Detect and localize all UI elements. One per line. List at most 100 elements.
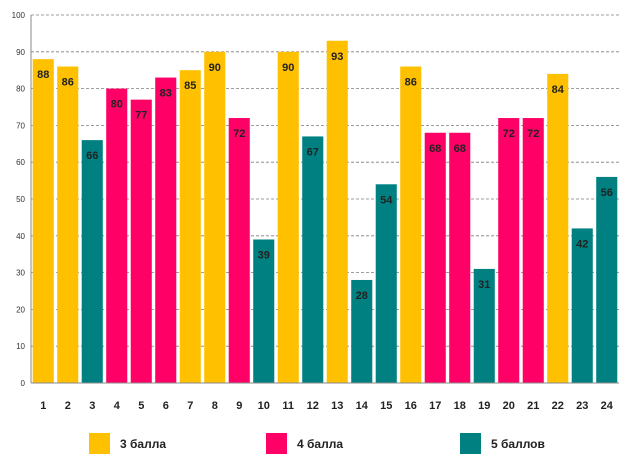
data-label-14: 28 <box>356 290 368 302</box>
x-tick-label-23: 23 <box>576 400 588 412</box>
data-label-6: 83 <box>160 88 172 100</box>
x-tick-label-17: 17 <box>429 400 441 412</box>
data-label-5: 77 <box>135 110 147 122</box>
bar-10 <box>253 239 275 383</box>
axes <box>30 15 619 384</box>
x-tick-label-21: 21 <box>527 400 539 412</box>
legend-item-4: 4 балла <box>266 433 343 454</box>
data-label-10: 39 <box>258 249 270 261</box>
data-label-13: 93 <box>331 51 343 63</box>
y-tick-label: 100 <box>12 11 26 20</box>
bar-11 <box>277 51 299 384</box>
legend-swatch-3 <box>89 433 110 454</box>
x-tick-label-10: 10 <box>258 400 270 412</box>
y-tick-label: 70 <box>16 121 25 130</box>
bar-15 <box>375 184 397 383</box>
x-tick-label-6: 6 <box>163 400 169 412</box>
x-tick-label-8: 8 <box>212 400 218 412</box>
bars <box>32 40 618 384</box>
data-label-11: 90 <box>282 62 294 74</box>
x-tick-label-1: 1 <box>40 400 46 412</box>
data-label-1: 88 <box>37 69 49 81</box>
x-tick-label-20: 20 <box>503 400 515 412</box>
gridlines <box>31 14 619 347</box>
x-tick-label-7: 7 <box>187 400 193 412</box>
legend-label-4: 4 балла <box>297 437 343 451</box>
bar-14 <box>351 279 373 383</box>
data-labels: 88 86 66 80 77 83 85 90 72 39 90 67 93 28 54 86 68 68 31 72… <box>37 51 613 302</box>
data-label-12: 67 <box>307 146 319 158</box>
data-label-7: 85 <box>184 80 196 92</box>
bar-21 <box>522 118 544 383</box>
x-tick-label-3: 3 <box>89 400 95 412</box>
data-label-4: 80 <box>111 99 123 111</box>
data-label-24: 56 <box>601 187 613 199</box>
x-tick-label-14: 14 <box>356 400 369 412</box>
bar-9 <box>228 118 250 383</box>
x-tick-label-11: 11 <box>282 400 294 412</box>
x-tick-label-5: 5 <box>138 400 144 412</box>
data-label-21: 72 <box>527 128 539 140</box>
bar-20 <box>498 118 520 383</box>
x-tick-label-4: 4 <box>114 400 121 412</box>
x-axis-ticks: 1 2 3 4 5 6 7 8 9 10 11 12 13 14 15 16 17 18 19 20 21 22 23 24 <box>40 400 614 412</box>
x-tick-label-18: 18 <box>454 400 466 412</box>
x-tick-label-12: 12 <box>307 400 319 412</box>
data-label-23: 42 <box>576 238 588 250</box>
bar-5 <box>130 99 152 383</box>
y-tick-label: 90 <box>16 48 25 57</box>
bar-18 <box>449 132 471 383</box>
x-tick-label-24: 24 <box>601 400 614 412</box>
data-label-18: 68 <box>454 143 466 155</box>
y-tick-label: 0 <box>21 379 26 388</box>
data-label-8: 90 <box>209 62 221 74</box>
legend-item-5: 5 баллов <box>460 433 545 454</box>
bar-4 <box>106 88 128 383</box>
data-label-22: 84 <box>552 84 565 96</box>
data-label-17: 68 <box>429 143 441 155</box>
bar-19 <box>473 268 495 383</box>
y-tick-label: 20 <box>16 305 25 314</box>
legend-swatch-5 <box>460 433 481 454</box>
bar-24 <box>596 176 618 383</box>
y-tick-label: 60 <box>16 158 25 167</box>
x-tick-label-22: 22 <box>552 400 564 412</box>
data-label-2: 86 <box>62 77 74 89</box>
legend-label-5: 5 баллов <box>491 437 545 451</box>
x-tick-label-19: 19 <box>478 400 490 412</box>
legend-item-3: 3 балла <box>89 433 166 454</box>
bar-13 <box>326 40 348 383</box>
bar-23 <box>571 228 593 383</box>
data-label-16: 86 <box>405 77 417 89</box>
data-label-19: 31 <box>478 279 490 291</box>
legend-swatch-4 <box>266 433 287 454</box>
bar-8 <box>204 51 226 384</box>
bar-22 <box>547 73 569 383</box>
bar-12 <box>302 136 324 383</box>
x-tick-label-13: 13 <box>331 400 343 412</box>
y-axis-ticks: 0 10 20 30 40 50 60 70 80 90 100 <box>12 11 26 388</box>
bar-7 <box>179 70 201 383</box>
data-label-20: 72 <box>503 128 515 140</box>
y-tick-label: 80 <box>16 85 25 94</box>
data-label-15: 54 <box>380 194 393 206</box>
y-tick-label: 50 <box>16 195 25 204</box>
x-tick-label-15: 15 <box>380 400 392 412</box>
y-tick-label: 10 <box>16 342 25 351</box>
data-label-3: 66 <box>86 150 98 162</box>
legend-label-3: 3 балла <box>120 437 166 451</box>
x-tick-label-16: 16 <box>405 400 417 412</box>
bar-3 <box>81 140 103 383</box>
bar-1 <box>32 59 54 383</box>
y-tick-label: 30 <box>16 269 25 278</box>
x-tick-label-2: 2 <box>65 400 71 412</box>
data-label-9: 72 <box>233 128 245 140</box>
bar-16 <box>400 66 422 384</box>
bar-2 <box>57 66 79 384</box>
bar-17 <box>424 132 446 383</box>
legend: 3 балла 4 балла 5 баллов <box>89 433 545 454</box>
x-tick-label-9: 9 <box>236 400 242 412</box>
bar-6 <box>155 77 177 383</box>
y-tick-label: 40 <box>16 232 25 241</box>
